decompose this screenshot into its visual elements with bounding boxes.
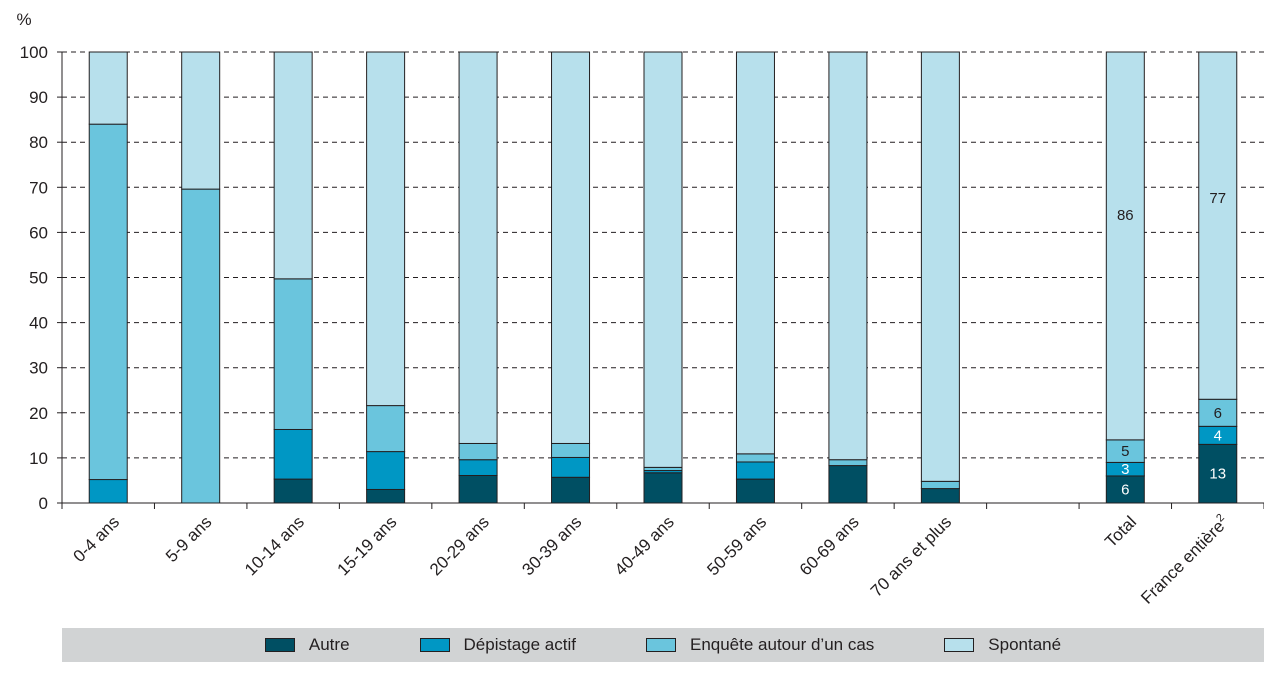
x-tick-label-0-4-ans: 0-4 ans xyxy=(70,512,124,566)
data-label-france-entiere-enquete-autour-d-un-cas: 6 xyxy=(1214,405,1222,422)
y-tick-label-60: 60 xyxy=(29,223,48,242)
bar-10-14-ans-enquete-autour-d-un-cas xyxy=(273,278,313,430)
x-tick-label-70-ans-et-plus: 70 ans et plus xyxy=(867,512,955,600)
x-tick-label-15-19-ans: 15-19 ans xyxy=(334,512,401,579)
bar-15-19-ans-enquete-autour-d-un-cas xyxy=(366,405,406,453)
bar-10-14-ans-spontane xyxy=(273,51,313,280)
legend-swatch xyxy=(944,638,975,652)
bar-france-entiere-autre xyxy=(1198,443,1238,504)
stacked-bar-chart: % 0 10 20 30 40 50 60 70 80 90 100 0-4 ans 5-9 ans 1… xyxy=(16,10,1264,608)
y-tick-label-80: 80 xyxy=(29,133,48,152)
legend-label: Autre xyxy=(308,635,350,654)
legend-item-3: Spontané xyxy=(944,635,1061,655)
data-label-total-spontane: 86 xyxy=(1117,207,1134,224)
bar-0-4-ans-spontane xyxy=(88,51,128,125)
legend-swatch xyxy=(264,638,295,652)
bar-30-39-ans-spontane xyxy=(551,51,591,444)
bar-60-69-ans-autre xyxy=(828,465,868,504)
bar-5-9-ans-spontane xyxy=(181,51,221,190)
bar-50-59-ans-autre xyxy=(735,478,775,504)
bar-40-49-ans-autre xyxy=(643,472,683,504)
bar-20-29-ans-autre xyxy=(458,474,498,504)
bar-40-49-ans-spontane xyxy=(643,51,683,468)
y-tick-labels: 0 10 20 30 40 50 60 70 80 90 100 xyxy=(20,43,62,513)
data-label-france-entiere-autre: 13 xyxy=(1209,466,1226,483)
x-tick-labels: 0-4 ans 5-9 ans 10-14 ans 15-19 ans 20-29 an… xyxy=(70,512,1233,608)
y-tick-label-0: 0 xyxy=(39,494,48,513)
y-tick-label-10: 10 xyxy=(29,449,48,468)
bar-10-14-ans-depistage-actif xyxy=(273,428,313,480)
y-tick-label-50: 50 xyxy=(29,269,48,288)
legend-item-2: Enquête autour d’un cas xyxy=(645,635,875,655)
bar-france-entiere-spontane xyxy=(1198,51,1238,400)
bar-20-29-ans-enquete-autour-d-un-cas xyxy=(458,442,498,461)
bar-0-4-ans-enquete-autour-d-un-cas xyxy=(88,123,128,481)
bar-50-59-ans-enquete-autour-d-un-cas xyxy=(735,453,775,463)
bar-60-69-ans-spontane xyxy=(828,51,868,461)
bar-30-39-ans-depistage-actif xyxy=(551,456,591,478)
bar-0-4-ans-depistage-actif xyxy=(88,479,128,504)
bar-15-19-ans-depistage-actif xyxy=(366,451,406,490)
bars xyxy=(88,51,1238,504)
bar-50-59-ans-spontane xyxy=(735,51,775,455)
legend-item-1: Dépistage actif xyxy=(419,635,576,655)
y-tick-label-100: 100 xyxy=(20,43,48,62)
y-tick-label-30: 30 xyxy=(29,359,48,378)
x-tick-label-30-39-ans: 30-39 ans xyxy=(518,512,585,579)
bar-5-9-ans-enquete-autour-d-un-cas xyxy=(181,188,221,504)
y-tick-label-70: 70 xyxy=(29,178,48,197)
data-label-total-autre: 6 xyxy=(1121,481,1129,498)
bar-10-14-ans-autre xyxy=(273,478,313,504)
bar-20-29-ans-depistage-actif xyxy=(458,459,498,476)
y-tick-label-90: 90 xyxy=(29,88,48,107)
bar-60-69-ans-enquete-autour-d-un-cas xyxy=(828,459,868,467)
bar-20-29-ans-spontane xyxy=(458,51,498,444)
x-tick-label-5-9-ans: 5-9 ans xyxy=(162,512,216,566)
data-labels: 6 35 86 13 4 6 77 xyxy=(1117,190,1226,499)
data-label-total-enquete-autour-d-un-cas: 5 xyxy=(1121,443,1129,460)
bar-total-spontane xyxy=(1105,51,1145,441)
bar-70-ans-et-plus-spontane xyxy=(920,51,960,482)
legend-label: Enquête autour d’un cas xyxy=(689,635,875,654)
x-tick-label-40-49-ans: 40-49 ans xyxy=(611,512,678,579)
data-label-total-depistage-actif: 3 xyxy=(1121,461,1129,478)
x-tick-label-france-entiere: France entière2 xyxy=(1137,512,1233,608)
legend-label: Spontané xyxy=(988,635,1062,654)
legend-swatch xyxy=(645,638,676,652)
x-tick-label-total: Total xyxy=(1101,512,1140,551)
legend-swatch xyxy=(419,638,450,652)
bar-15-19-ans-autre xyxy=(366,488,406,504)
bar-30-39-ans-enquete-autour-d-un-cas xyxy=(551,442,591,458)
bar-total-autre xyxy=(1105,475,1145,504)
bar-50-59-ans-depistage-actif xyxy=(735,461,775,480)
x-tick-label-60-69-ans: 60-69 ans xyxy=(796,512,863,579)
data-label-france-entiere-depistage-actif: 4 xyxy=(1214,427,1222,444)
y-tick-label-20: 20 xyxy=(29,404,48,423)
data-label-france-entiere-spontane: 77 xyxy=(1209,190,1226,207)
y-axis-unit-label: % xyxy=(16,10,31,29)
footnote-mark: 2 xyxy=(1214,512,1227,525)
legend: Autre Dépistage actif Enquête autour d’un … xyxy=(62,628,1264,662)
legend-label: Dépistage actif xyxy=(463,635,576,654)
y-tick-label-40: 40 xyxy=(29,314,48,333)
bar-70-ans-et-plus-enquete-autour-d-un-cas xyxy=(920,480,960,490)
bar-30-39-ans-autre xyxy=(551,476,591,504)
bar-70-ans-et-plus-autre xyxy=(920,488,960,504)
x-tick-label-20-29-ans: 20-29 ans xyxy=(426,512,493,579)
gridlines xyxy=(62,51,1264,459)
x-tick-label-10-14-ans: 10-14 ans xyxy=(241,512,308,579)
x-tick-label-50-59-ans: 50-59 ans xyxy=(703,512,770,579)
legend-item-0: Autre xyxy=(264,635,350,655)
bar-15-19-ans-spontane xyxy=(366,51,406,407)
